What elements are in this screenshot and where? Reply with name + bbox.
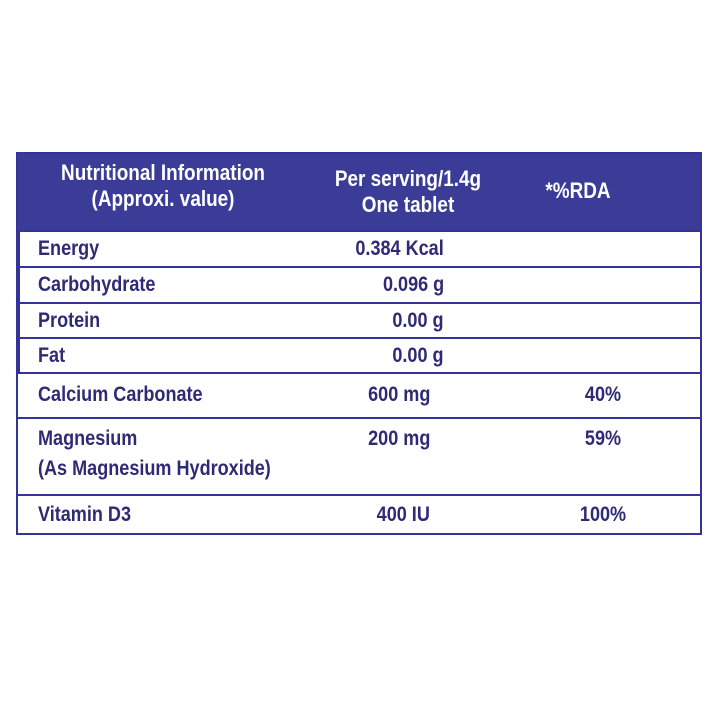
nutrition-table: Nutritional Information (Approxi. value)… — [16, 152, 702, 535]
left-divider — [18, 230, 20, 372]
table-row: Fat 0.00 g — [18, 337, 700, 372]
row-amount: 400 IU — [376, 503, 430, 526]
header-col1-line1: Nutritional Information — [61, 160, 265, 185]
row-name: Calcium Carbonate — [38, 383, 203, 406]
row-amount: 0.384 Kcal — [355, 237, 444, 260]
header-col2-line1: Per serving/1.4g — [334, 166, 482, 191]
row-rda: 100% — [579, 503, 627, 526]
row-name: Protein — [38, 309, 101, 332]
header-rda: *%RDA — [545, 178, 611, 203]
row-amount: 0.096 g — [382, 273, 444, 296]
table-row: Carbohydrate 0.096 g — [18, 266, 700, 302]
header-per-serving: Per serving/1.4g One tablet — [322, 166, 494, 218]
header-nutritional-information: Nutritional Information (Approxi. value) — [38, 160, 287, 212]
row-name: Energy — [38, 237, 100, 260]
row-name: Fat — [38, 344, 66, 367]
row-amount: 0.00 g — [392, 344, 444, 367]
table-row: Vitamin D3 400 IU 100% — [18, 494, 700, 533]
header-col1-line2: (Approxi. value) — [91, 186, 235, 211]
table-header: Nutritional Information (Approxi. value)… — [18, 154, 700, 230]
table-row: Protein 0.00 g — [18, 302, 700, 337]
row-name: Carbohydrate — [38, 273, 156, 296]
header-col2-line2: One tablet — [361, 192, 455, 217]
row-name: Vitamin D3 — [38, 503, 132, 526]
row-name-line2: (As Magnesium Hydroxide) — [38, 457, 271, 480]
row-rda: 40% — [584, 383, 622, 406]
row-amount: 200 mg — [367, 427, 430, 450]
table-row: Calcium Carbonate 600 mg 40% — [18, 372, 700, 417]
row-rda: 59% — [584, 427, 622, 450]
table-row: Energy 0.384 Kcal — [18, 230, 700, 266]
row-name: Magnesium — [38, 427, 138, 450]
row-amount: 600 mg — [367, 383, 430, 406]
row-amount: 0.00 g — [392, 309, 444, 332]
table-row: Magnesium (As Magnesium Hydroxide) 200 m… — [18, 417, 700, 494]
